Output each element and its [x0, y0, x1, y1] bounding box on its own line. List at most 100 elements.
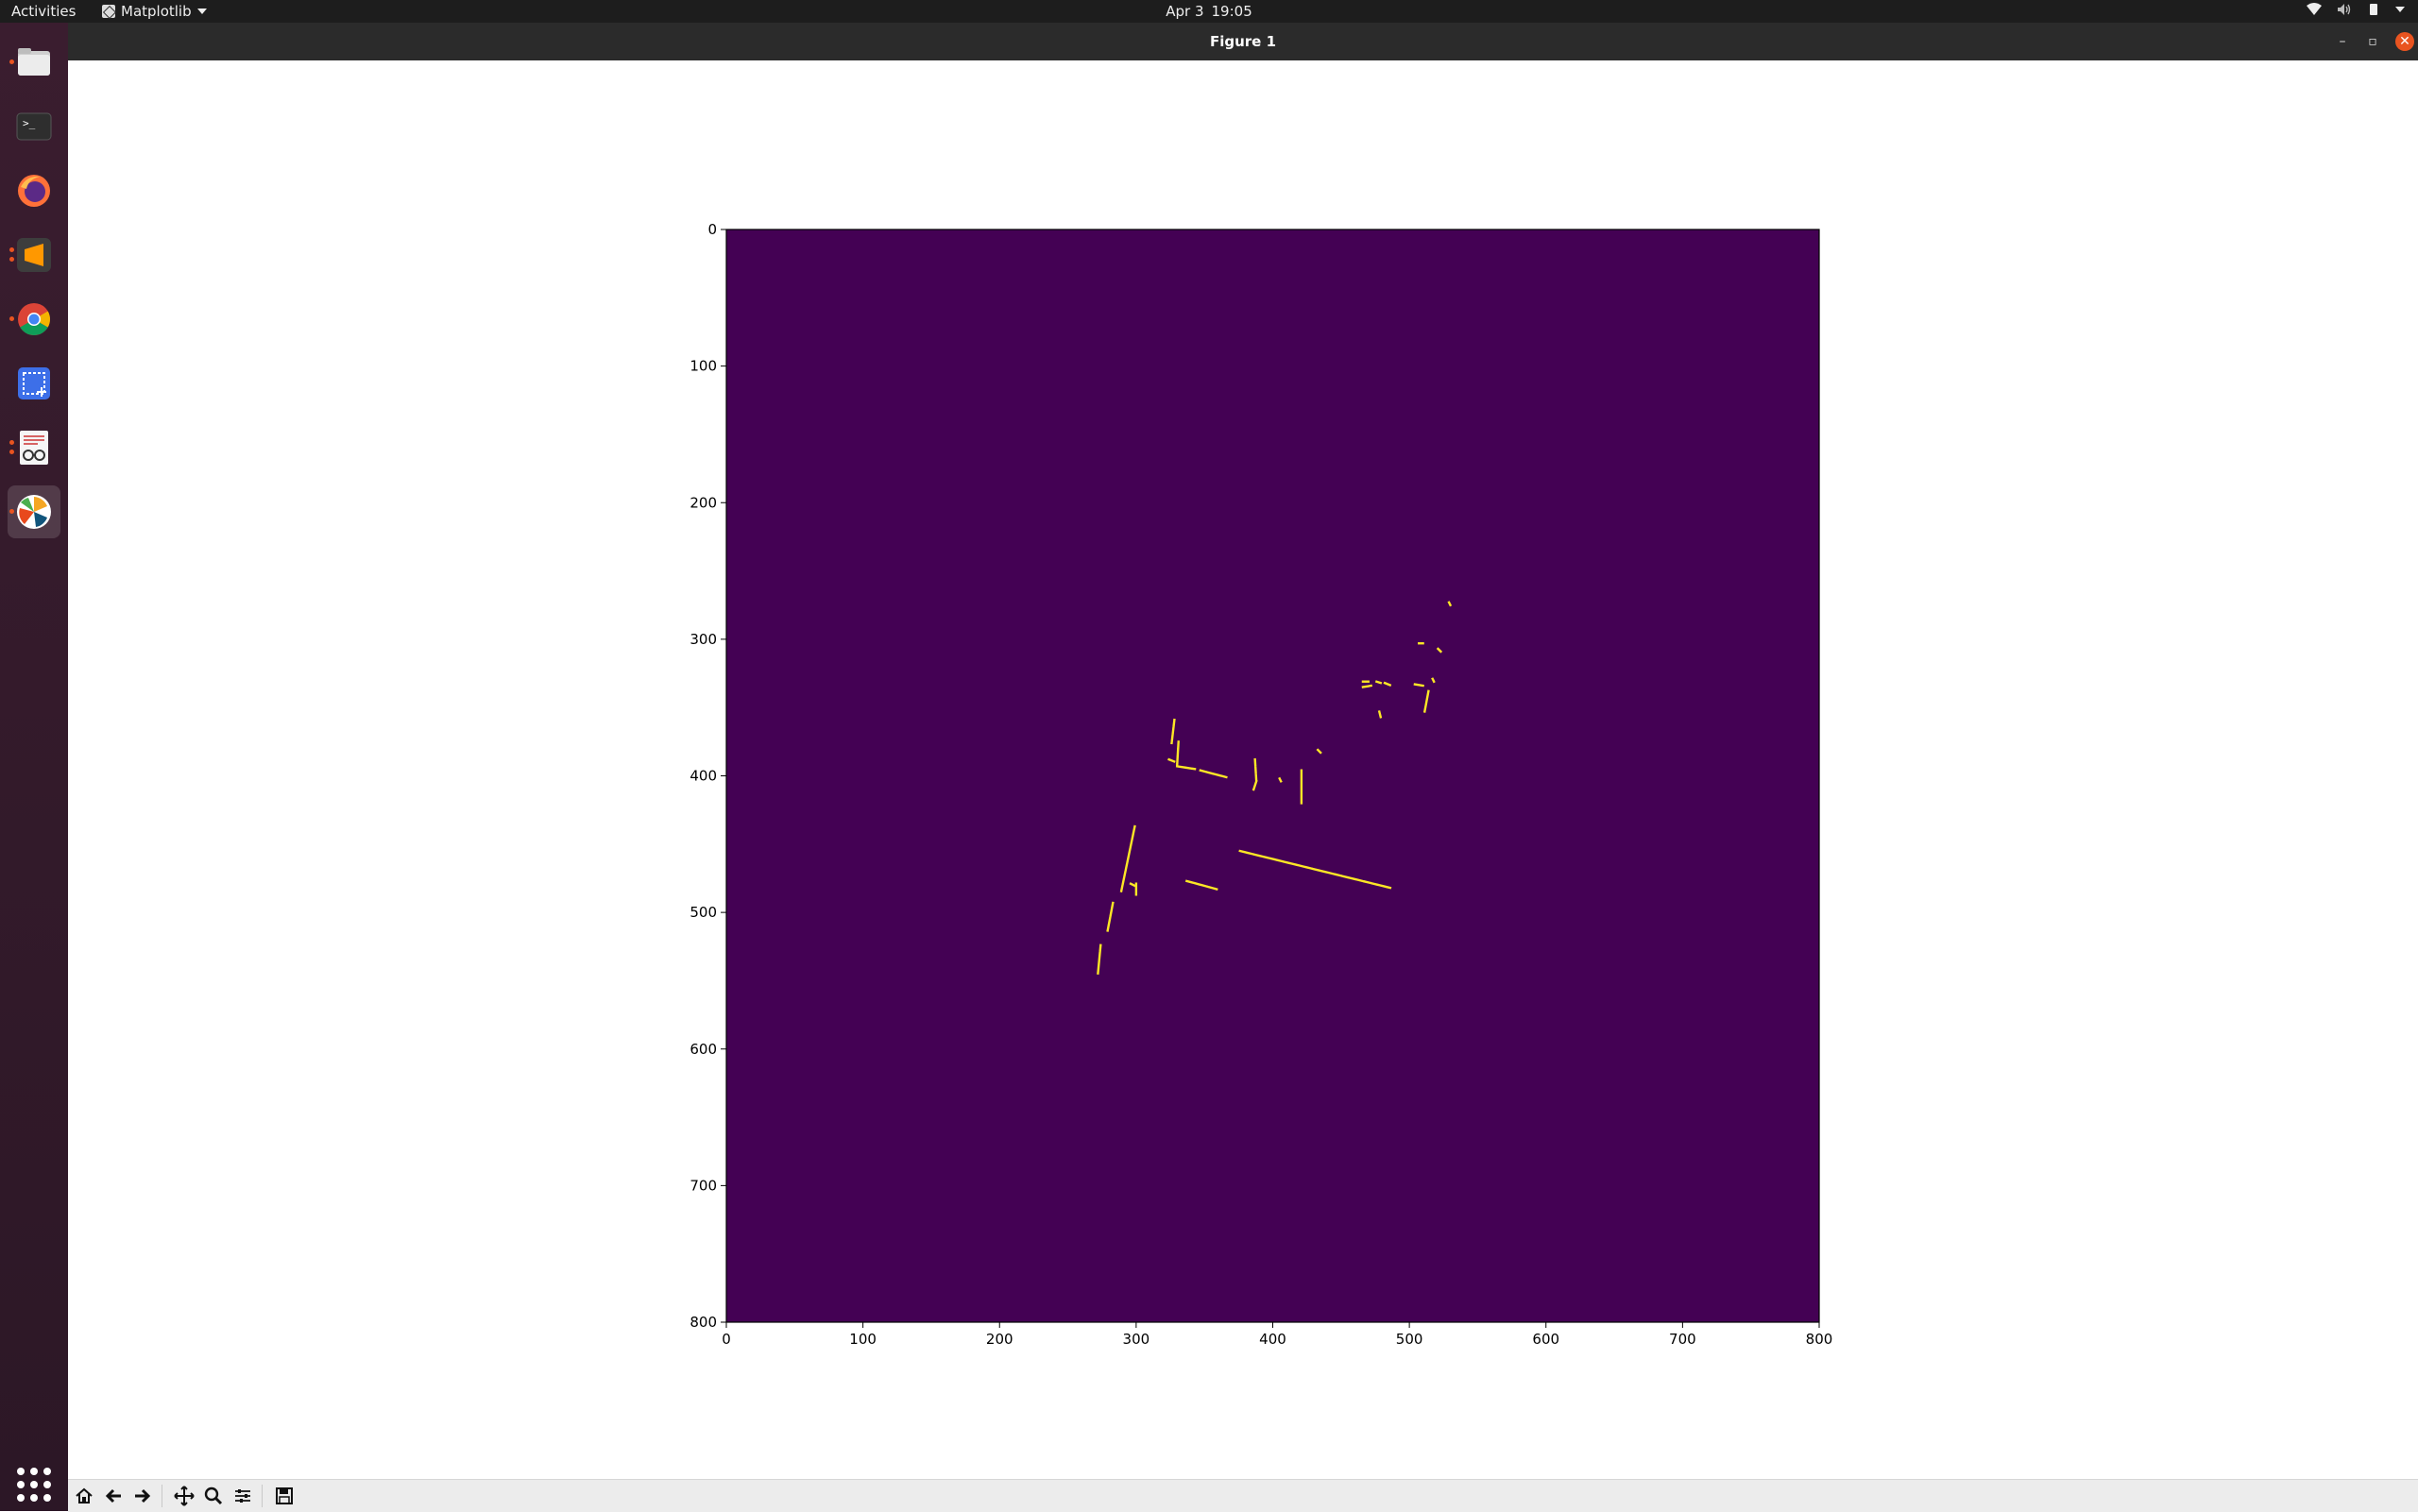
- pan-icon: [174, 1486, 195, 1506]
- x-tick-label: 200: [986, 1331, 1013, 1348]
- clock-time: 19:05: [1211, 3, 1252, 20]
- window-title: Figure 1: [1209, 33, 1277, 50]
- svg-text:>_: >_: [23, 117, 36, 129]
- dock: >_: [0, 23, 68, 1511]
- window-titlebar[interactable]: Figure 1 – ▫ ✕: [68, 23, 2418, 60]
- running-indicator: [9, 257, 14, 262]
- heatmap-bright-segment: [1199, 769, 1228, 779]
- running-indicator: [9, 450, 14, 454]
- dock-item-chrome[interactable]: [8, 293, 60, 346]
- close-button[interactable]: ✕: [2395, 32, 2414, 51]
- dock-item-document-viewer[interactable]: [8, 421, 60, 474]
- minimize-button[interactable]: –: [2339, 34, 2346, 49]
- back-button[interactable]: [100, 1483, 127, 1509]
- save-button[interactable]: [271, 1483, 298, 1509]
- y-tick-label: 400: [690, 768, 717, 785]
- x-tick-label: 300: [1123, 1331, 1150, 1348]
- heatmap-bright-segment: [1252, 779, 1258, 791]
- heatmap-plot: 0 100 200 300 400 500 600 700 800 0 100 200 300 400 50…: [690, 221, 1833, 1348]
- running-indicator: [9, 440, 14, 445]
- forward-button[interactable]: [129, 1483, 156, 1509]
- heatmap-background: [726, 229, 1819, 1322]
- running-indicator: [9, 316, 14, 321]
- home-icon: [76, 1487, 93, 1504]
- maximize-button[interactable]: ▫: [2368, 34, 2377, 49]
- files-icon: [18, 48, 50, 76]
- x-tick-label: 800: [1806, 1331, 1833, 1348]
- activities-button[interactable]: Activities: [11, 3, 77, 20]
- zoom-button[interactable]: [200, 1483, 227, 1509]
- dock-item-firefox[interactable]: [8, 164, 60, 217]
- heatmap-bright-segment: [1383, 681, 1393, 688]
- y-tick-label: 0: [707, 221, 717, 238]
- y-tick-label: 800: [690, 1314, 717, 1331]
- heatmap-bright-segment: [1278, 776, 1283, 783]
- app-menu-label: Matplotlib: [121, 3, 192, 20]
- configure-subplots-button[interactable]: [230, 1483, 256, 1509]
- document-viewer-icon: [20, 431, 48, 465]
- chevron-down-icon: [196, 8, 207, 14]
- running-indicator: [9, 247, 14, 252]
- heatmap-bright-segment: [1316, 748, 1322, 755]
- heatmap-bright-segment: [1377, 710, 1383, 719]
- figure-canvas[interactable]: 0 100 200 300 400 500 600 700 800 0 100 200 300 400 50…: [68, 60, 2418, 1479]
- heatmap-bright-segment: [1361, 684, 1373, 688]
- running-indicator: [9, 59, 14, 64]
- firefox-icon: [18, 175, 50, 207]
- show-applications-button[interactable]: [15, 1466, 53, 1504]
- x-tick-label: 700: [1669, 1331, 1696, 1348]
- y-tick-label: 300: [690, 631, 717, 648]
- top-bar: Activities Matplotlib Apr 3 19:05: [0, 0, 2418, 23]
- dock-item-terminal[interactable]: >_: [8, 100, 60, 153]
- heatmap-bright-segment: [1175, 765, 1197, 771]
- y-tick-label: 100: [690, 358, 717, 375]
- heatmap-bright-segment: [1170, 718, 1176, 745]
- heatmap-bright-segment: [1253, 757, 1258, 783]
- chrome-icon: [18, 303, 50, 335]
- system-status-menu[interactable]: [2307, 3, 2405, 16]
- dock-item-matplotlib[interactable]: [8, 485, 60, 538]
- pan-button[interactable]: [171, 1483, 197, 1509]
- heatmap-bright-segment: [1106, 901, 1115, 933]
- wifi-icon: [2307, 3, 2322, 15]
- y-tick-label: 600: [690, 1041, 717, 1058]
- heatmap-bright-segment: [1184, 879, 1218, 892]
- heatmap-bright-segment: [1447, 601, 1453, 607]
- heatmap-bright-segment: [1436, 647, 1443, 654]
- heatmap-bright-segment: [1431, 677, 1436, 684]
- sublime-text-icon: [17, 238, 51, 272]
- save-icon: [276, 1487, 293, 1504]
- zoom-icon: [204, 1487, 223, 1505]
- heatmap-bright-segment: [1119, 824, 1136, 893]
- screenshot-icon: [18, 367, 50, 399]
- clock-date: Apr 3: [1166, 3, 1204, 20]
- x-tick-label: 100: [849, 1331, 877, 1348]
- navigation-toolbar: [68, 1479, 2418, 1512]
- dock-item-sublime-text[interactable]: [8, 229, 60, 281]
- x-tick-label: 500: [1396, 1331, 1423, 1348]
- heatmap-bright-segment: [1413, 683, 1424, 688]
- y-tick-label: 500: [690, 904, 717, 921]
- power-icon: [2370, 4, 2377, 15]
- home-button[interactable]: [71, 1483, 97, 1509]
- x-tick-label: 400: [1259, 1331, 1286, 1348]
- heatmap-bright-segment: [1167, 757, 1178, 764]
- toolbar-separator: [262, 1485, 263, 1507]
- chevron-down-icon: [2395, 7, 2405, 12]
- x-tick-label: 0: [722, 1331, 731, 1348]
- dock-item-screenshot[interactable]: [8, 357, 60, 410]
- heatmap-bright-segment: [1374, 680, 1383, 685]
- running-indicator: [9, 509, 14, 514]
- dock-item-files[interactable]: [8, 36, 60, 89]
- y-tick-label: 700: [690, 1177, 717, 1194]
- matplotlib-app-icon: [102, 5, 115, 18]
- configure-subplots-icon: [235, 1489, 250, 1503]
- terminal-icon: >_: [16, 112, 52, 141]
- app-menu[interactable]: Matplotlib: [102, 3, 207, 20]
- back-arrow-icon: [105, 1488, 121, 1504]
- heatmap-bright-segment: [1422, 689, 1430, 715]
- clock[interactable]: Apr 3 19:05: [0, 3, 2418, 20]
- heatmap-bright-segment: [1175, 740, 1180, 767]
- heatmap-bright-segment: [1097, 943, 1102, 976]
- matplotlib-icon: [17, 495, 51, 529]
